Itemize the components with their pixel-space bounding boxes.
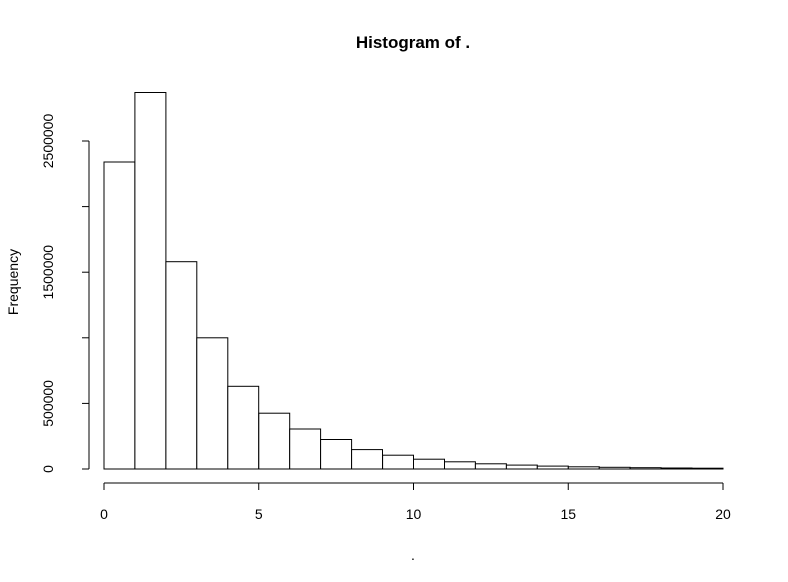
histogram-bar — [474, 463, 507, 470]
y-axis: 0 500000 1500000 2500000 — [40, 114, 90, 473]
histogram-bar — [351, 449, 384, 470]
y-tick-label: 0 — [40, 465, 56, 473]
histogram-bar — [567, 466, 600, 470]
histogram-bar — [165, 261, 198, 470]
histogram-bar — [691, 467, 724, 470]
histogram-bar — [134, 92, 167, 470]
histogram-bar — [382, 454, 415, 470]
histogram-bar — [536, 465, 569, 470]
x-axis-label: . — [411, 547, 415, 563]
y-axis-label: Frequency — [5, 249, 21, 315]
x-tick-label: 20 — [715, 506, 731, 522]
y-tick-label: 500000 — [40, 380, 56, 427]
histogram-bar — [227, 385, 260, 470]
histogram-bar — [289, 428, 322, 470]
y-tick-label: 1500000 — [40, 245, 56, 300]
x-tick-label: 0 — [100, 506, 108, 522]
x-tick-label: 5 — [255, 506, 263, 522]
histogram-bar — [320, 439, 353, 470]
histogram-bar — [444, 461, 476, 470]
x-tick-label: 10 — [406, 506, 422, 522]
histogram-bar — [660, 467, 693, 470]
histogram-bar — [598, 466, 631, 470]
x-tick-label: 15 — [560, 506, 576, 522]
histogram-bar — [505, 464, 538, 470]
histogram-bar — [196, 337, 229, 470]
y-tick-label: 2500000 — [40, 114, 56, 169]
histogram-bar — [413, 458, 445, 470]
chart-title: Histogram of . — [356, 33, 470, 52]
histogram-bar — [629, 467, 662, 470]
histogram-bar — [103, 161, 136, 470]
histogram-bar — [258, 412, 291, 470]
x-axis: 0 5 10 15 20 — [100, 482, 731, 522]
bars-group — [103, 92, 724, 470]
